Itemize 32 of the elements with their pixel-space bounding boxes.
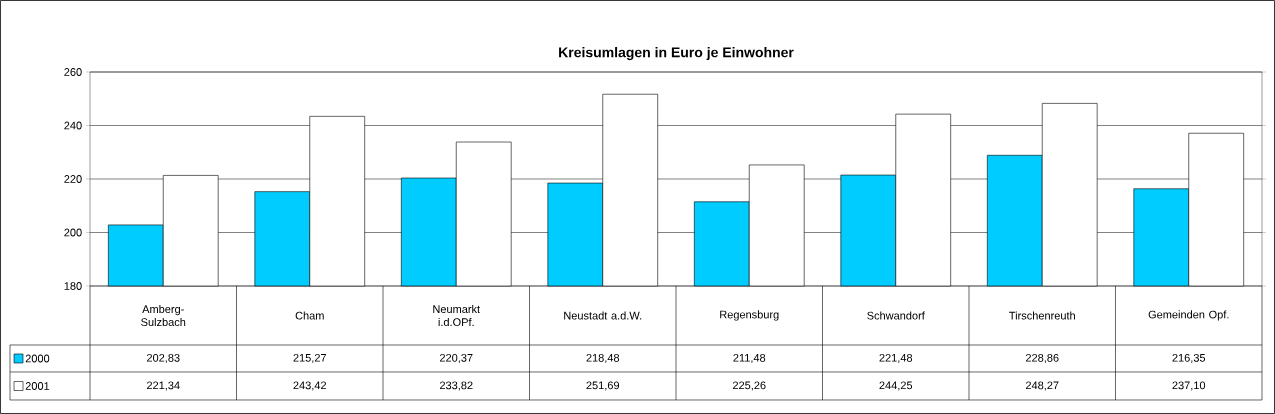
data-label: 237,10 [1172,381,1206,391]
data-label: 248,27 [1025,381,1059,391]
y-tick-label: 180 [64,282,82,290]
x-tick-label: Neustadt a.d.W. [564,311,642,320]
x-tick-label: Neumarkt i.d.OPf. [433,304,481,327]
data-label: 228,86 [1025,353,1059,364]
data-label: 251,69 [586,381,620,391]
legend-label: 2000 [25,354,50,363]
data-label: 221,34 [146,381,180,391]
data-label: 215,27 [293,353,327,364]
x-tick-label: Cham [295,311,324,320]
data-label: 211,48 [733,353,766,364]
data-label: 244,25 [879,381,913,391]
y-tick-label: 220 [64,175,82,183]
y-tick-label: 200 [64,228,82,237]
x-tick-label: Amberg-Sulzbach [141,304,186,327]
data-label: 202,83 [146,353,180,364]
x-tick-label: Gemeinden Opf. [1148,310,1229,321]
data-label: 221,48 [879,353,913,364]
y-tick-label: 260 [64,68,82,76]
legend-label: 2001 [25,382,50,390]
y-tick-label: 240 [64,121,82,130]
x-tick-label: Tirschenreuth [1009,311,1075,320]
x-tick-label: Regensburg [720,310,779,321]
x-tick-label: Schwandorf [867,311,925,320]
data-label: 233,82 [439,381,473,391]
data-label: 220,37 [439,353,473,364]
data-label: 243,42 [293,381,327,391]
data-label: 225,26 [732,381,766,391]
data-label: 218,48 [586,353,620,364]
chart-title: Kreisumlagen in Euro je Einwohner [559,47,794,61]
data-label: 216,35 [1172,353,1206,364]
